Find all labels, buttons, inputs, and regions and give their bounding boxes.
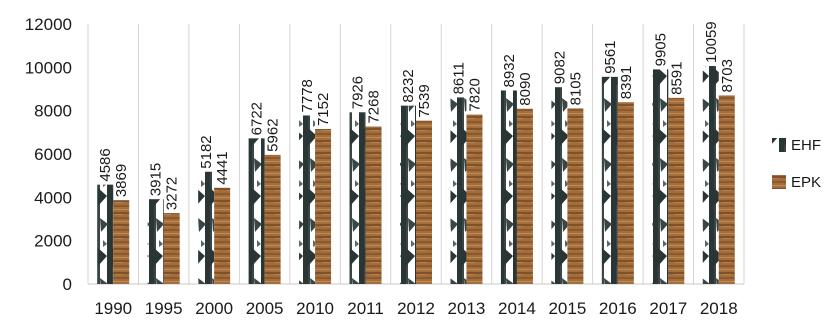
- y-tick-label: 6000: [34, 145, 72, 164]
- data-label-epk-2017: 8591: [668, 61, 685, 94]
- data-label-epk-2014: 8090: [517, 72, 534, 105]
- bar-ehf-1995: [147, 199, 164, 284]
- x-tick-label: 2000: [195, 299, 233, 318]
- data-label-epk-2000: 4441: [214, 151, 231, 184]
- x-tick-label: 2014: [498, 299, 536, 318]
- data-label-ehf-2017: 9905: [652, 33, 669, 66]
- data-label-ehf-2014: 8932: [501, 54, 518, 87]
- data-label-epk-2010: 7152: [315, 93, 332, 126]
- bar-ehf-2016: [601, 76, 618, 284]
- data-label-ehf-1990: 4586: [97, 148, 114, 181]
- x-tick-label: 2013: [448, 299, 486, 318]
- bar-epk-2017: [668, 97, 685, 284]
- y-tick-label: 0: [63, 275, 72, 294]
- data-label-ehf-2013: 8611: [450, 62, 467, 94]
- data-label-ehf-2016: 9561: [602, 40, 619, 73]
- bar-epk-1995: [163, 213, 180, 284]
- bar-ehf-2015: [551, 87, 568, 285]
- x-tick-label: 2010: [296, 299, 334, 318]
- data-label-epk-2018: 8703: [719, 59, 736, 92]
- bar-epk-2015: [567, 108, 584, 285]
- data-label-ehf-2005: 6722: [249, 102, 266, 135]
- x-tick-label: 2011: [347, 299, 384, 318]
- data-label-epk-1995: 3272: [164, 177, 181, 210]
- data-label-epk-2016: 8391: [618, 66, 635, 99]
- bar-ehf-2012: [400, 105, 416, 284]
- x-tick-label: 2018: [700, 299, 738, 318]
- data-label-epk-2005: 5962: [265, 118, 282, 151]
- legend: EHF EPK: [772, 137, 821, 191]
- bar-ehf-2014: [500, 90, 517, 285]
- data-label-epk-2011: 7268: [366, 90, 383, 123]
- legend-swatch-ehf: [772, 138, 786, 152]
- y-tick-label: 12000: [25, 15, 72, 34]
- data-label-ehf-1995: 3915: [148, 163, 165, 196]
- y-tick-label: 4000: [34, 188, 72, 207]
- data-label-ehf-2011: 7926: [350, 76, 367, 109]
- bar-ehf-2011: [349, 112, 366, 285]
- grid-lines: [87, 24, 745, 285]
- x-tick-label: 2016: [599, 299, 637, 318]
- bar-epk-1990: [113, 200, 130, 284]
- bars: [97, 66, 735, 285]
- data-labels: 4586 3869 3915 3272 5182 4441 6722 5962 7778 7152…: [97, 21, 736, 210]
- bar-epk-2016: [617, 102, 634, 284]
- x-tick-label: 1990: [94, 299, 132, 318]
- bar-ehf-1990: [97, 184, 114, 284]
- data-label-epk-1990: 3869: [113, 164, 130, 197]
- x-tick-label: 1995: [145, 299, 183, 318]
- x-tick-label: 2017: [649, 299, 687, 318]
- bar-epk-2018: [718, 95, 735, 284]
- data-label-ehf-2010: 7778: [299, 79, 316, 112]
- data-label-epk-2012: 7539: [416, 84, 433, 117]
- bar-epk-2010: [315, 129, 332, 284]
- y-tick-label: 2000: [34, 232, 72, 251]
- bar-epk-2012: [416, 120, 432, 284]
- data-label-ehf-2012: 8232: [400, 69, 417, 102]
- legend-label-epk: EPK: [791, 174, 821, 191]
- bar-epk-2011: [365, 126, 382, 284]
- bar-epk-2000: [214, 187, 231, 284]
- bar-ehf-2017: [652, 69, 669, 285]
- bar-ehf-2013: [450, 97, 467, 284]
- bar-epk-2014: [516, 108, 533, 284]
- bar-ehf-2018: [702, 66, 719, 285]
- bar-ehf-2000: [198, 171, 215, 284]
- x-tick-label: 2015: [548, 299, 586, 318]
- x-tick-label: 2005: [246, 299, 284, 318]
- y-tick-label: 8000: [34, 102, 72, 121]
- data-label-ehf-2000: 5182: [198, 135, 215, 168]
- y-axis-ticks: 0 2000 4000 6000 8000 10000 12000: [25, 15, 72, 294]
- legend-label-ehf: EHF: [791, 137, 821, 154]
- data-label-epk-2013: 7820: [466, 78, 483, 111]
- bar-ehf-2010: [299, 115, 316, 284]
- y-tick-label: 10000: [25, 58, 72, 77]
- x-axis-ticks: 1990 1995 2000 2005 2010 2011 2012 2013 2014 2015…: [94, 299, 737, 318]
- data-label-ehf-2018: 10059: [703, 21, 720, 63]
- bar-epk-2005: [264, 154, 281, 284]
- bar-ehf-2005: [248, 138, 265, 284]
- data-label-epk-2015: 8105: [567, 72, 584, 105]
- bar-epk-2013: [466, 114, 483, 284]
- data-label-ehf-2015: 9082: [551, 51, 568, 84]
- legend-swatch-epk: [772, 175, 786, 189]
- x-tick-label: 2012: [397, 299, 435, 318]
